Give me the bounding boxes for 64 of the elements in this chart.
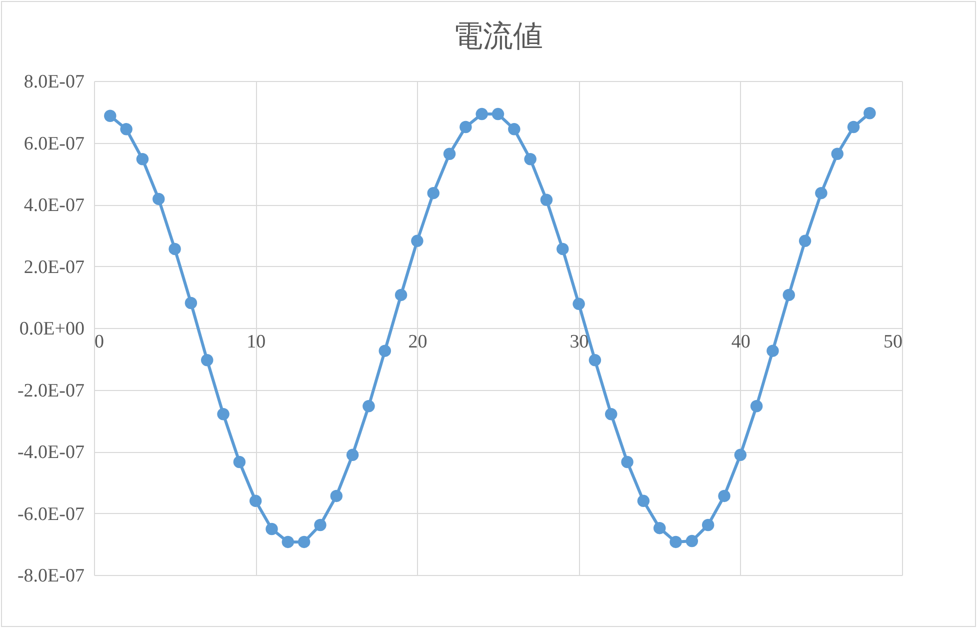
x-tick-label: 10 (246, 332, 266, 352)
x-tick-label: 30 (570, 332, 589, 352)
y-tick-label: 4.0E-07 (24, 195, 84, 216)
point (766, 344, 779, 357)
y-tick-label: 8.0E-07 (24, 72, 84, 92)
point (427, 186, 440, 200)
point (282, 536, 294, 548)
point (217, 408, 230, 420)
point (249, 494, 262, 508)
point (120, 123, 132, 136)
point (524, 153, 536, 166)
y-tick-label: -4.0E-07 (17, 442, 84, 463)
point (734, 448, 747, 462)
x-tick-label: 0 (94, 332, 104, 352)
point (476, 108, 488, 120)
point (443, 148, 456, 160)
point (508, 123, 520, 136)
point (152, 192, 165, 206)
point (330, 490, 343, 502)
point (670, 536, 682, 548)
point (266, 522, 278, 536)
point (298, 536, 310, 548)
point (864, 107, 876, 120)
point (346, 448, 359, 462)
point (831, 148, 844, 160)
point (782, 288, 796, 302)
point (815, 186, 828, 200)
y-tick-label: 0.0E+00 (19, 318, 84, 340)
point (540, 194, 553, 206)
point (394, 288, 408, 302)
point (653, 522, 666, 534)
point (718, 490, 730, 502)
y-tick-label: -2.0E-07 (17, 380, 84, 402)
point (798, 234, 812, 248)
point (572, 298, 585, 310)
y-tick-label: -6.0E-07 (17, 504, 84, 525)
point (136, 153, 149, 166)
y-tick-label: -8.0E-07 (17, 566, 84, 586)
point (104, 110, 116, 122)
point (314, 518, 326, 532)
point (200, 354, 214, 366)
x-tick-label: 40 (731, 332, 750, 352)
point (492, 108, 504, 120)
point (702, 518, 714, 532)
point (378, 344, 392, 357)
x-tick-label: 20 (408, 332, 428, 352)
point (411, 234, 424, 248)
point (750, 400, 763, 412)
point (184, 296, 198, 310)
point (621, 456, 634, 468)
point (233, 456, 246, 468)
y-tick-label: 6.0E-07 (24, 133, 84, 154)
point (637, 494, 650, 508)
point (604, 408, 618, 420)
point (362, 400, 375, 412)
y-tick-label: 2.0E-07 (24, 256, 84, 278)
point (686, 534, 698, 548)
point (847, 120, 860, 134)
point (588, 354, 602, 366)
point (556, 242, 569, 256)
x-tick-label: 50 (884, 332, 902, 352)
point (460, 120, 472, 134)
point (168, 242, 181, 256)
chart-title: 電流値 (453, 19, 543, 54)
